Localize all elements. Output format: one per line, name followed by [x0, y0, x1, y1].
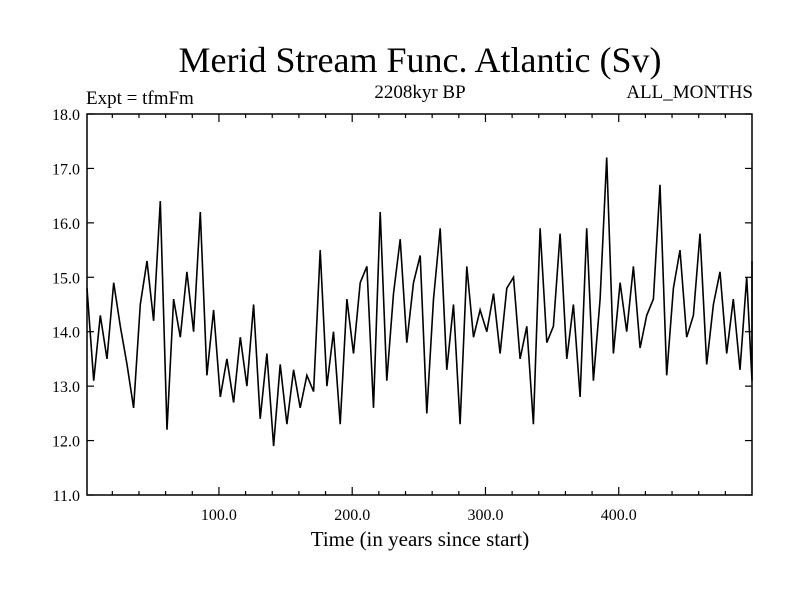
y-tick-label: 16.0	[52, 216, 80, 233]
y-axis: 11.0 12.0 13.0 14.0 15.0 16.0 17.0 18.0	[52, 107, 752, 505]
y-tick-label: 13.0	[52, 379, 80, 396]
y-tick-label: 18.0	[52, 107, 80, 124]
x-tick-label: 400.0	[601, 507, 637, 524]
y-tick-label: 15.0	[52, 270, 80, 287]
x-tick-label: 300.0	[467, 507, 503, 524]
x-tick-label: 200.0	[334, 507, 370, 524]
plot-frame	[86, 113, 753, 496]
x-axis: 100.0 200.0 300.0 400.0	[111, 114, 726, 524]
y-tick-label: 14.0	[52, 325, 80, 342]
chart-title: Merid Stream Func. Atlantic (Sv)	[179, 40, 662, 80]
y-tick-label: 12.0	[52, 434, 80, 451]
x-tick-label: 100.0	[201, 507, 237, 524]
months-label: ALL_MONTHS	[626, 82, 753, 103]
period-label: 2208kyr BP	[374, 82, 465, 103]
y-tick-label: 11.0	[53, 488, 80, 505]
x-axis-label: Time (in years since start)	[311, 527, 530, 551]
series-line	[86, 157, 753, 447]
y-tick-label: 17.0	[52, 161, 80, 178]
experiment-label: Expt = tfmFm	[86, 88, 194, 109]
